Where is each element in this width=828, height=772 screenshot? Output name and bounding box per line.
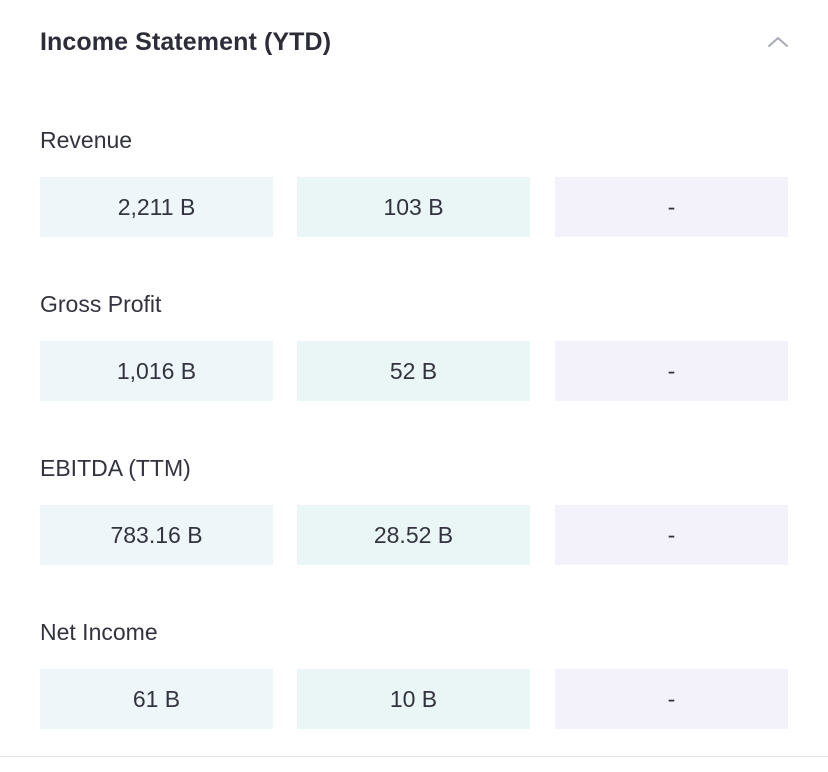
value-cell: - — [555, 669, 788, 729]
value-cell: - — [555, 505, 788, 565]
metric-label: Revenue — [40, 127, 133, 153]
collapse-button[interactable] — [764, 28, 792, 56]
metric-ebitda: EBITDA (TTM) 783.16 B 28.52 B - — [40, 454, 788, 565]
value-cell: 103 B — [297, 177, 530, 237]
value-cell: - — [555, 341, 788, 401]
value-cell: 1,016 B — [40, 341, 273, 401]
chevron-up-icon — [768, 37, 788, 47]
metric-values: 783.16 B 28.52 B - — [40, 505, 788, 565]
value-cell: 783.16 B — [40, 505, 273, 565]
metric-revenue: Revenue 2,211 B 103 B - — [40, 126, 788, 237]
metric-values: 61 B 10 B - — [40, 669, 788, 729]
metric-values: 1,016 B 52 B - — [40, 341, 788, 401]
metric-label: EBITDA (TTM) — [40, 455, 191, 481]
metric-label: Gross Profit — [40, 291, 162, 317]
value-cell: 2,211 B — [40, 177, 273, 237]
metric-gross-profit: Gross Profit 1,016 B 52 B - — [40, 290, 788, 401]
bottom-divider — [0, 756, 828, 757]
value-cell: - — [555, 177, 788, 237]
value-cell: 61 B — [40, 669, 273, 729]
metric-values: 2,211 B 103 B - — [40, 177, 788, 237]
value-cell: 28.52 B — [297, 505, 530, 565]
metric-net-income: Net Income 61 B 10 B - — [40, 618, 788, 729]
value-cell: 52 B — [297, 341, 530, 401]
value-cell: 10 B — [297, 669, 530, 729]
section-header[interactable]: Income Statement (YTD) — [40, 22, 790, 62]
metric-label: Net Income — [40, 619, 158, 645]
section-title: Income Statement (YTD) — [40, 27, 332, 56]
